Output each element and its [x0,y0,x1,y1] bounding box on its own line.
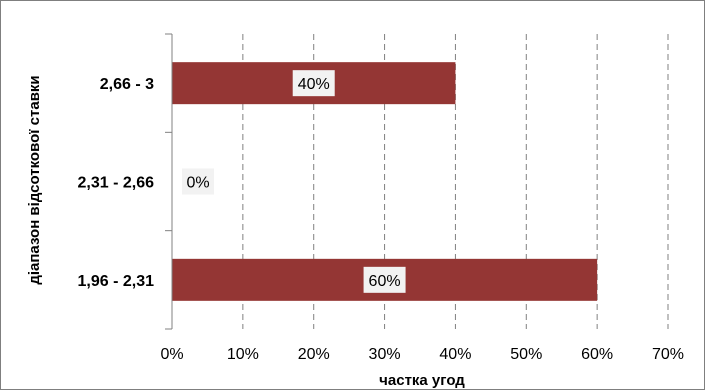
data-label-bg [292,70,335,97]
data-label: 0% [186,175,209,192]
x-tick-label: 0% [160,346,183,363]
x-tick-label: 40% [439,346,471,363]
data-label-bg [182,168,214,195]
category-label: 1,96 - 2,31 [78,273,155,290]
x-tick-label: 30% [369,346,401,363]
bars [172,62,598,301]
category-label: 2,31 - 2,66 [78,175,155,192]
x-tick-label: 60% [581,346,613,363]
data-label-bg [363,266,406,293]
x-tick-label: 10% [227,346,259,363]
y-axis-title: діапазон відсоткової ставки [26,75,43,284]
category-label: 2,66 - 3 [100,76,154,93]
data-label: 60% [369,273,401,290]
labels: 0% 10% 20% 30% 40% 50% 60% 70% 2,66 - 3 40% 2,31 -… [78,70,684,363]
axes [165,33,173,330]
x-tick-label: 50% [510,346,542,363]
x-tick-label: 20% [298,346,330,363]
data-label: 40% [298,76,330,93]
x-tick-label: 70% [652,346,684,363]
x-axis-title: частка угод [379,372,465,389]
